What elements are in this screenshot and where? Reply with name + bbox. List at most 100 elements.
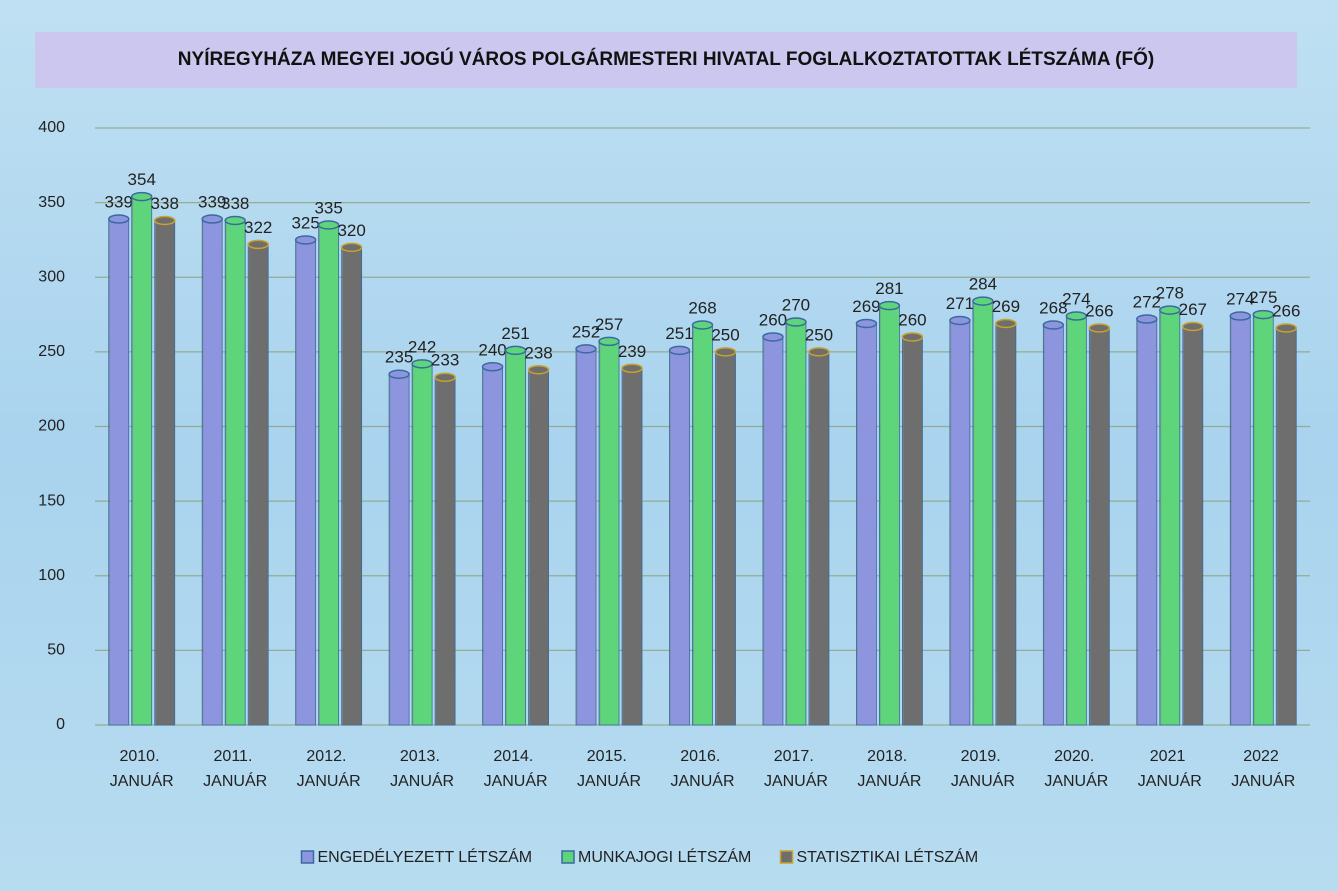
x-tick-label: 2015. JANUÁR	[577, 748, 641, 790]
bar	[341, 246, 363, 726]
data-label: 335	[314, 198, 342, 217]
data-label: 266	[1272, 301, 1300, 320]
bar-cap	[949, 315, 971, 326]
bar-cap	[691, 320, 714, 330]
data-label: 281	[875, 279, 903, 298]
bar-cap	[411, 359, 433, 369]
bar	[528, 369, 549, 726]
bar	[295, 239, 317, 726]
y-tick-label: 150	[38, 492, 65, 509]
bar	[1159, 309, 1181, 726]
bar	[972, 300, 994, 726]
bar	[785, 321, 807, 726]
chart-title: NYÍREGYHÁZA MEGYEI JOGÚ VÁROS POLGÁRMEST…	[178, 48, 1154, 70]
data-label: 250	[805, 325, 833, 344]
data-label: 251	[501, 324, 529, 343]
bar	[598, 341, 620, 726]
data-label: 272	[1133, 293, 1161, 312]
y-tick-label: 50	[47, 642, 65, 659]
y-tick-label: 200	[38, 418, 65, 435]
x-tick-label: 2017. JANUÁR	[764, 748, 828, 790]
data-label: 339	[198, 193, 226, 212]
x-tick-label: 2020. JANUÁR	[1044, 748, 1108, 790]
data-label: 274	[1062, 290, 1090, 309]
bar	[411, 363, 433, 726]
bar-cap	[1042, 320, 1065, 330]
bar-cap	[107, 214, 130, 224]
data-label: 235	[385, 348, 413, 367]
bar-cap	[878, 300, 901, 311]
data-label: 271	[946, 294, 974, 313]
bar-cap	[340, 242, 363, 253]
bar-cap	[901, 332, 924, 342]
bar-cap	[317, 220, 340, 230]
data-label: 269	[992, 297, 1020, 316]
bar	[715, 351, 736, 726]
bar-cap	[434, 372, 456, 382]
bar	[879, 305, 900, 726]
legend-label: MUNKAJOGI LÉTSZÁM	[578, 847, 751, 866]
x-tick-label: 2010. JANUÁR	[110, 748, 174, 790]
bar	[154, 220, 176, 726]
bar	[995, 323, 1017, 726]
bar-cap	[247, 239, 269, 250]
bar-cap	[153, 215, 176, 226]
bar	[1182, 326, 1204, 726]
legend-swatch	[561, 850, 575, 864]
data-label: 339	[105, 193, 133, 212]
bar-cap	[1088, 323, 1111, 333]
data-label: 252	[572, 322, 600, 341]
bar	[808, 351, 830, 726]
legend-swatch	[300, 850, 315, 864]
bar-cap	[972, 296, 994, 306]
x-tick-label: 2014. JANUÁR	[484, 748, 548, 790]
data-label: 278	[1156, 284, 1184, 303]
x-tick-label: 2012. JANUÁR	[297, 748, 361, 790]
bar	[434, 376, 456, 726]
y-tick-label: 400	[38, 119, 65, 136]
x-tick-label: 2011. JANUÁR	[203, 748, 267, 790]
data-label: 242	[408, 337, 436, 356]
x-tick-label: 2018. JANUÁR	[857, 748, 921, 790]
bar-cap	[621, 363, 643, 374]
y-tick-label: 250	[38, 343, 65, 360]
legend-swatch	[779, 850, 794, 864]
bar	[902, 336, 923, 726]
x-tick-label: 2021 JANUÁR	[1138, 748, 1202, 790]
bar-cap	[995, 318, 1017, 329]
bar-cap	[294, 235, 317, 245]
data-label: 338	[151, 194, 179, 213]
bar	[1065, 315, 1087, 726]
bar-cap	[762, 332, 784, 342]
data-label: 268	[688, 298, 716, 317]
bar	[108, 218, 130, 726]
bar-cap	[1229, 311, 1252, 321]
data-label: 338	[221, 194, 249, 213]
bar-cap	[504, 345, 527, 356]
data-label: 239	[618, 342, 646, 361]
bar-cap	[855, 318, 878, 329]
bar	[762, 336, 784, 726]
bar	[1088, 327, 1110, 726]
bar	[1229, 315, 1251, 726]
data-label: 275	[1249, 288, 1277, 307]
data-label: 238	[524, 343, 552, 362]
bar	[131, 196, 153, 726]
data-label: 250	[711, 325, 739, 344]
bar	[201, 218, 223, 726]
bar	[505, 349, 526, 726]
bar	[692, 324, 713, 726]
bar	[1252, 314, 1274, 726]
data-label: 322	[244, 218, 272, 237]
bar-cap	[527, 365, 550, 375]
bar-cap	[1182, 321, 1204, 332]
data-label: 251	[665, 324, 693, 343]
bar	[247, 244, 269, 726]
data-label: 260	[759, 310, 787, 329]
bar-cap	[1136, 314, 1158, 324]
bar	[669, 349, 690, 726]
legend-label: ENGEDÉLYEZETT LÉTSZÁM	[318, 847, 533, 866]
bar	[224, 220, 246, 726]
y-tick-label: 300	[38, 268, 65, 285]
